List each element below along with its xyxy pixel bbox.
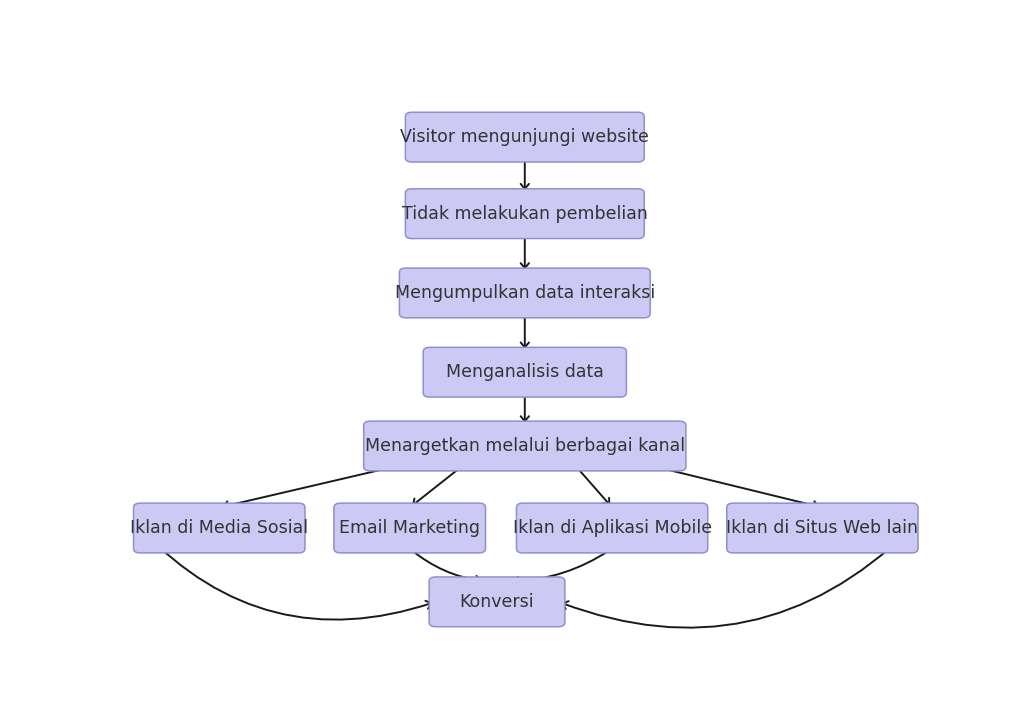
- FancyBboxPatch shape: [334, 503, 485, 553]
- Text: Email Marketing: Email Marketing: [339, 519, 480, 537]
- Text: Iklan di Situs Web lain: Iklan di Situs Web lain: [726, 519, 919, 537]
- Text: Konversi: Konversi: [460, 593, 535, 611]
- FancyBboxPatch shape: [364, 421, 686, 471]
- FancyBboxPatch shape: [399, 268, 650, 318]
- Text: Iklan di Media Sosial: Iklan di Media Sosial: [130, 519, 308, 537]
- FancyBboxPatch shape: [429, 577, 565, 627]
- FancyBboxPatch shape: [406, 112, 644, 162]
- Text: Iklan di Aplikasi Mobile: Iklan di Aplikasi Mobile: [513, 519, 712, 537]
- Text: Menargetkan melalui berbagai kanal: Menargetkan melalui berbagai kanal: [365, 437, 685, 455]
- Text: Mengumpulkan data interaksi: Mengumpulkan data interaksi: [394, 284, 655, 302]
- Text: Tidak melakukan pembelian: Tidak melakukan pembelian: [401, 204, 648, 223]
- Text: Menganalisis data: Menganalisis data: [445, 364, 604, 381]
- FancyBboxPatch shape: [423, 347, 627, 397]
- FancyBboxPatch shape: [727, 503, 919, 553]
- FancyBboxPatch shape: [133, 503, 305, 553]
- Text: Visitor mengunjungi website: Visitor mengunjungi website: [400, 128, 649, 146]
- FancyBboxPatch shape: [406, 189, 644, 239]
- FancyBboxPatch shape: [516, 503, 708, 553]
